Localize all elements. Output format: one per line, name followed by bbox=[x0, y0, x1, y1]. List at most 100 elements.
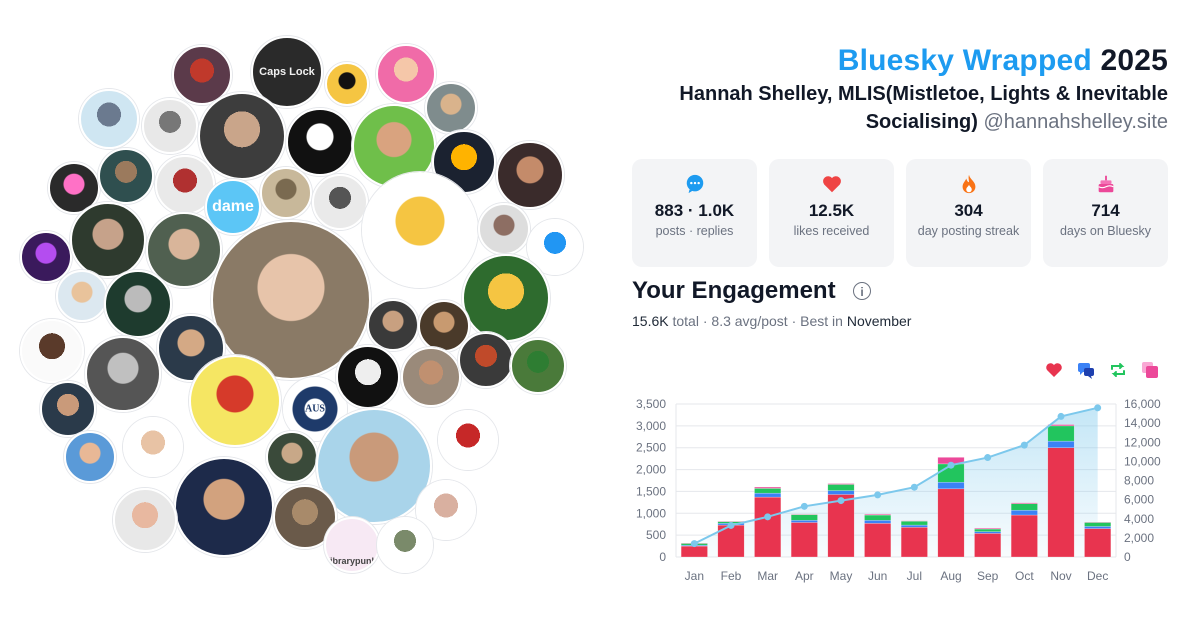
reply-icon[interactable] bbox=[1076, 360, 1096, 380]
avatar[interactable] bbox=[79, 89, 139, 149]
y2-tick-label: 12,000 bbox=[1124, 435, 1161, 449]
avatar[interactable] bbox=[462, 254, 550, 342]
x-tick-label: Apr bbox=[795, 569, 814, 583]
stat-label: day posting streak bbox=[917, 224, 1020, 238]
avatar[interactable] bbox=[377, 517, 433, 573]
avatar[interactable] bbox=[367, 299, 419, 351]
y-tick-label: 2,500 bbox=[636, 441, 666, 455]
bar-segment bbox=[1010, 509, 1038, 516]
avatar[interactable] bbox=[40, 381, 96, 437]
y2-tick-label: 14,000 bbox=[1124, 416, 1161, 430]
flame-icon bbox=[962, 174, 975, 194]
avatar[interactable] bbox=[172, 45, 232, 105]
avatar[interactable]: Caps Lock bbox=[251, 36, 323, 108]
year-label: 2025 bbox=[1100, 44, 1168, 77]
avatar[interactable] bbox=[458, 332, 514, 388]
avatar[interactable] bbox=[325, 62, 369, 106]
avatar[interactable] bbox=[56, 270, 108, 322]
cumulative-point bbox=[837, 497, 845, 505]
avatar[interactable] bbox=[316, 408, 432, 524]
avatar[interactable] bbox=[438, 410, 498, 470]
x-tick-label: Mar bbox=[757, 569, 778, 583]
avatar[interactable] bbox=[85, 336, 161, 412]
repost-icon[interactable] bbox=[1108, 360, 1128, 380]
stats-row: 883 · 1.0K posts · replies 12.5K likes r… bbox=[632, 159, 1168, 267]
bar-segment bbox=[1047, 440, 1075, 448]
avatar[interactable] bbox=[273, 485, 337, 549]
avatar[interactable] bbox=[64, 431, 116, 483]
avatar[interactable] bbox=[260, 167, 312, 219]
brand-title: Bluesky Wrapped bbox=[837, 44, 1092, 77]
avatar[interactable] bbox=[336, 345, 400, 409]
bar-segment bbox=[790, 514, 818, 521]
x-tick-label: Nov bbox=[1050, 569, 1071, 583]
bar-segment bbox=[974, 528, 1002, 532]
avatar-caption: dame bbox=[212, 198, 254, 215]
avatar[interactable] bbox=[418, 300, 470, 352]
x-tick-label: May bbox=[830, 569, 853, 583]
cumulative-line bbox=[693, 406, 1098, 545]
quote-icon[interactable] bbox=[1140, 360, 1160, 380]
avatar[interactable] bbox=[146, 212, 222, 288]
stat-value: 883 · 1.0K bbox=[654, 201, 735, 220]
y2-tick-label: 16,000 bbox=[1124, 397, 1161, 411]
engagement-title: Your Engagement bbox=[632, 277, 836, 304]
info-icon[interactable]: i bbox=[853, 282, 871, 300]
cumulative-point bbox=[910, 483, 918, 491]
heart-icon[interactable] bbox=[1044, 360, 1064, 380]
avatar[interactable] bbox=[70, 202, 146, 278]
stat-value: 12.5K bbox=[808, 201, 855, 220]
stat-value: 304 bbox=[954, 201, 983, 220]
avatar[interactable]: dame bbox=[205, 179, 261, 235]
avatar[interactable] bbox=[104, 270, 172, 338]
avatar-caption: librarypunk bbox=[327, 555, 377, 566]
cumulative-point bbox=[874, 491, 882, 499]
bar-segment bbox=[1047, 424, 1075, 427]
avatar[interactable] bbox=[20, 231, 72, 283]
bar-segment bbox=[1010, 503, 1038, 511]
avatar[interactable] bbox=[198, 92, 286, 180]
y2-tick-label: 6,000 bbox=[1124, 493, 1154, 507]
bar-segment bbox=[974, 527, 1002, 530]
x-tick-label: Jan bbox=[685, 569, 704, 583]
engagement-best-month: November bbox=[846, 313, 912, 329]
stat-card-posts: 883 · 1.0K posts · replies bbox=[632, 159, 757, 267]
x-tick-label: Jun bbox=[868, 569, 887, 583]
avatar[interactable] bbox=[496, 141, 564, 209]
avatar[interactable]: librarypunk bbox=[324, 517, 380, 573]
avatar[interactable] bbox=[376, 44, 436, 104]
bar-segment bbox=[827, 490, 855, 495]
bar-segment bbox=[1047, 447, 1075, 558]
avatar[interactable] bbox=[142, 98, 198, 154]
avatar[interactable] bbox=[113, 488, 177, 552]
stat-label: posts · replies bbox=[655, 224, 734, 238]
avatar[interactable] bbox=[174, 457, 274, 557]
cumulative-point bbox=[690, 540, 698, 548]
avatar[interactable] bbox=[266, 431, 318, 483]
avatar[interactable] bbox=[189, 355, 281, 447]
y2-tick-label: 4,000 bbox=[1124, 512, 1154, 526]
avatar[interactable] bbox=[286, 108, 354, 176]
engagement-summary: 15.6K total · 8.3 avg/post · Best in Nov… bbox=[632, 313, 912, 329]
bar-segment bbox=[900, 527, 928, 558]
y-tick-label: 2,000 bbox=[636, 463, 666, 477]
bar-segment bbox=[900, 520, 928, 526]
stat-label: likes received bbox=[793, 224, 870, 238]
page-title: Bluesky Wrapped 2025 bbox=[838, 44, 1168, 78]
avatar[interactable] bbox=[123, 417, 183, 477]
bar-segment bbox=[864, 513, 892, 516]
avatar[interactable] bbox=[98, 148, 154, 204]
stat-card-days: 714 days on Bluesky bbox=[1043, 159, 1168, 267]
avatar[interactable] bbox=[312, 174, 368, 230]
avatar[interactable] bbox=[362, 172, 478, 288]
avatar[interactable] bbox=[510, 338, 566, 394]
avatar[interactable] bbox=[478, 203, 530, 255]
y-tick-label: 1,000 bbox=[636, 506, 666, 520]
stat-value: 714 bbox=[1091, 201, 1120, 220]
avatar[interactable] bbox=[401, 347, 461, 407]
avatar[interactable] bbox=[20, 319, 84, 383]
avatar[interactable] bbox=[211, 220, 371, 380]
cumulative-point bbox=[800, 502, 808, 510]
avatar[interactable] bbox=[425, 82, 477, 134]
bar-segment bbox=[937, 488, 965, 558]
